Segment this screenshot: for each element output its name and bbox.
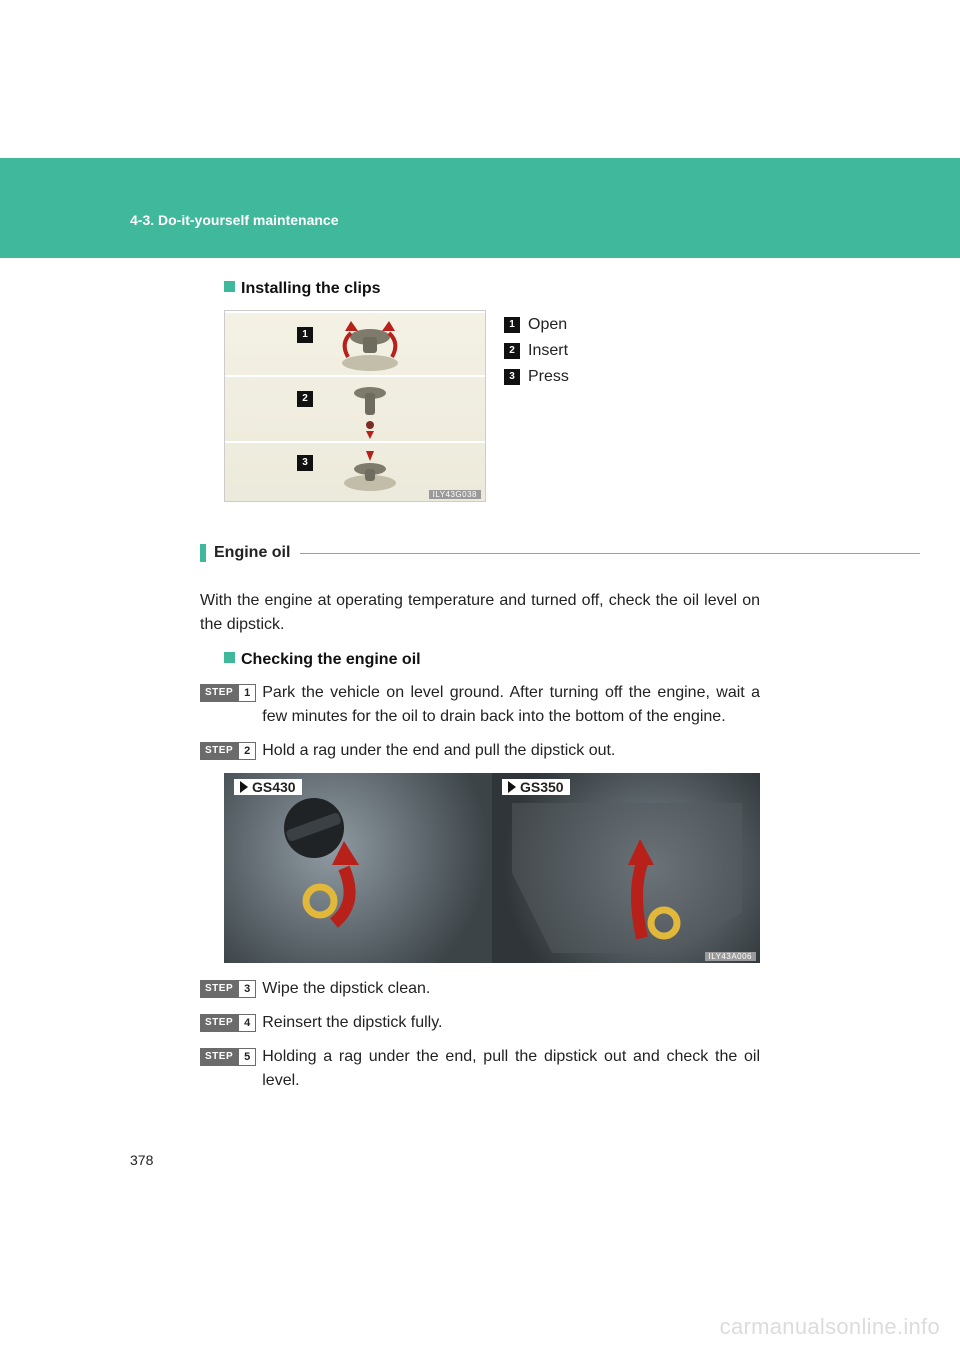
legend-label-3: Press: [528, 364, 569, 390]
step-3-text: Wipe the dipstick clean.: [262, 977, 430, 1001]
step-badge-text: STEP: [200, 980, 238, 998]
photo-right-overlay-icon: [492, 773, 760, 963]
step-1: STEP 1 Park the vehicle on level ground.…: [200, 681, 760, 729]
legend-row-3: 3 Press: [504, 364, 569, 390]
photo-label-left-text: GS430: [252, 779, 296, 795]
step-badge-text: STEP: [200, 1048, 238, 1066]
step-num-3: 3: [238, 980, 256, 998]
legend-num-3: 3: [504, 369, 520, 385]
step-1-text: Park the vehicle on level ground. After …: [262, 681, 760, 729]
step-badge-1: STEP 1: [200, 684, 256, 702]
legend-row-2: 2 Insert: [504, 338, 569, 364]
clip-badge-3: 3: [297, 455, 313, 471]
photo-label-right-text: GS350: [520, 779, 564, 795]
step-5: STEP 5 Holding a rag under the end, pull…: [200, 1045, 760, 1093]
triangle-icon: [508, 781, 516, 793]
watermark: carmanualsonline.info: [720, 1314, 940, 1340]
step-badge-3: STEP 3: [200, 980, 256, 998]
step-badge-5: STEP 5: [200, 1048, 256, 1066]
step-badge-4: STEP 4: [200, 1014, 256, 1032]
dipstick-photos: GS430 GS350 ILY43A006: [224, 773, 760, 963]
page: 4-3. Do-it-yourself maintenance Installi…: [0, 0, 960, 1358]
step-4-text: Reinsert the dipstick fully.: [262, 1011, 442, 1035]
clip-drawing-1-icon: [225, 313, 485, 377]
step-badge-text: STEP: [200, 684, 238, 702]
clips-subhead-text: Installing the clips: [241, 280, 381, 297]
photo-left-overlay-icon: [224, 773, 492, 963]
step-4: STEP 4 Reinsert the dipstick fully.: [200, 1011, 760, 1035]
page-number: 378: [130, 1152, 153, 1168]
breadcrumb: 4-3. Do-it-yourself maintenance: [130, 212, 339, 228]
clips-legend: 1 Open 2 Insert 3 Press: [504, 312, 569, 390]
photo-gs350: GS350 ILY43A006: [492, 773, 760, 963]
square-bullet-icon: [224, 652, 235, 663]
clips-image-code: ILY43G038: [429, 490, 481, 499]
clips-figure: 1 2: [224, 310, 486, 502]
legend-label-2: Insert: [528, 338, 568, 364]
section-rule: [200, 553, 920, 554]
clip-drawing-2-icon: [225, 377, 485, 443]
section-label: Engine oil: [200, 544, 300, 562]
clip-panel-1: 1: [225, 311, 485, 375]
engine-oil-intro: With the engine at operating temperature…: [200, 589, 760, 637]
step-num-5: 5: [238, 1048, 256, 1066]
photo-label-left: GS430: [234, 779, 302, 795]
step-badge-text: STEP: [200, 742, 238, 760]
step-num-4: 4: [238, 1014, 256, 1032]
clips-figure-block: 1 2: [224, 310, 784, 520]
step-3: STEP 3 Wipe the dipstick clean.: [200, 977, 760, 1001]
content-area: Installing the clips 1: [200, 280, 760, 1103]
clip-badge-2: 2: [297, 391, 313, 407]
photo-gs430: GS430: [224, 773, 492, 963]
section-title: Engine oil: [214, 544, 290, 562]
check-subhead-text: Checking the engine oil: [241, 651, 421, 668]
section-header: Engine oil: [200, 544, 760, 567]
triangle-icon: [240, 781, 248, 793]
step-num-1: 1: [238, 684, 256, 702]
step-num-2: 2: [238, 742, 256, 760]
square-bullet-icon: [224, 281, 235, 292]
section-bar-icon: [200, 544, 206, 562]
clips-subhead: Installing the clips: [224, 280, 760, 298]
step-badge-text: STEP: [200, 1014, 238, 1032]
step-badge-2: STEP 2: [200, 742, 256, 760]
step-2-text: Hold a rag under the end and pull the di…: [262, 739, 615, 763]
legend-num-2: 2: [504, 343, 520, 359]
photos-image-code: ILY43A006: [705, 952, 757, 961]
clip-badge-1: 1: [297, 327, 313, 343]
legend-row-1: 1 Open: [504, 312, 569, 338]
check-subhead: Checking the engine oil: [224, 651, 760, 669]
step-2: STEP 2 Hold a rag under the end and pull…: [200, 739, 760, 763]
clip-panel-2: 2: [225, 375, 485, 441]
header-band: 4-3. Do-it-yourself maintenance: [0, 158, 960, 258]
legend-num-1: 1: [504, 317, 520, 333]
step-5-text: Holding a rag under the end, pull the di…: [262, 1045, 760, 1093]
photo-label-right: GS350: [502, 779, 570, 795]
legend-label-1: Open: [528, 312, 567, 338]
